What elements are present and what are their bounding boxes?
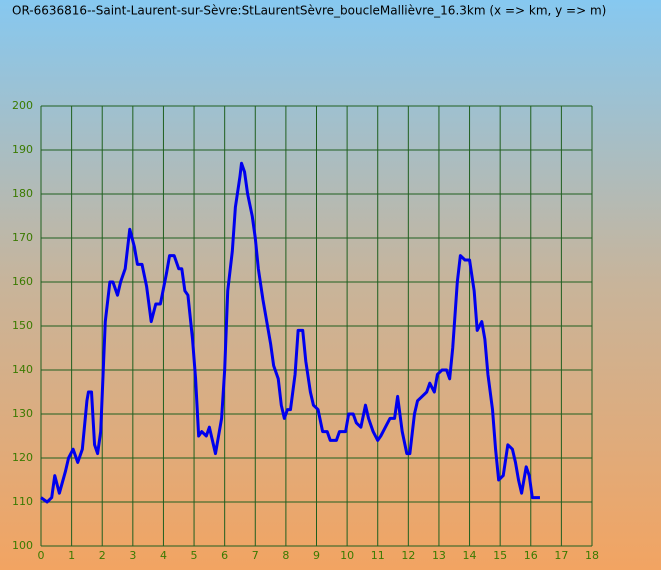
x-tick-label: 11 bbox=[371, 549, 385, 562]
x-tick-label: 5 bbox=[191, 549, 198, 562]
x-tick-label: 10 bbox=[340, 549, 354, 562]
y-tick-label: 100 bbox=[12, 539, 33, 552]
x-tick-label: 8 bbox=[282, 549, 289, 562]
y-tick-label: 200 bbox=[12, 99, 33, 112]
y-tick-label: 120 bbox=[12, 451, 33, 464]
x-tick-label: 18 bbox=[585, 549, 599, 562]
x-tick-label: 1 bbox=[68, 549, 75, 562]
x-tick-label: 9 bbox=[313, 549, 320, 562]
chart-title: OR-6636816--Saint-Laurent-sur-Sèvre:StLa… bbox=[12, 4, 606, 18]
y-tick-label: 150 bbox=[12, 319, 33, 332]
x-tick-label: 17 bbox=[554, 549, 568, 562]
x-tick-label: 14 bbox=[463, 549, 477, 562]
x-tick-label: 6 bbox=[221, 549, 228, 562]
y-tick-label: 110 bbox=[12, 495, 33, 508]
x-tick-label: 7 bbox=[252, 549, 259, 562]
x-tick-label: 4 bbox=[160, 549, 167, 562]
x-tick-label: 13 bbox=[432, 549, 446, 562]
y-tick-label: 180 bbox=[12, 187, 33, 200]
y-tick-label: 160 bbox=[12, 275, 33, 288]
y-tick-label: 190 bbox=[12, 143, 33, 156]
x-tick-label: 16 bbox=[524, 549, 538, 562]
x-tick-label: 0 bbox=[38, 549, 45, 562]
elevation-line bbox=[40, 161, 540, 504]
x-tick-label: 15 bbox=[493, 549, 507, 562]
x-tick-label: 12 bbox=[401, 549, 415, 562]
x-tick-label: 2 bbox=[99, 549, 106, 562]
y-tick-label: 170 bbox=[12, 231, 33, 244]
x-tick-label: 3 bbox=[129, 549, 136, 562]
y-tick-label: 130 bbox=[12, 407, 33, 420]
y-tick-label: 140 bbox=[12, 363, 33, 376]
